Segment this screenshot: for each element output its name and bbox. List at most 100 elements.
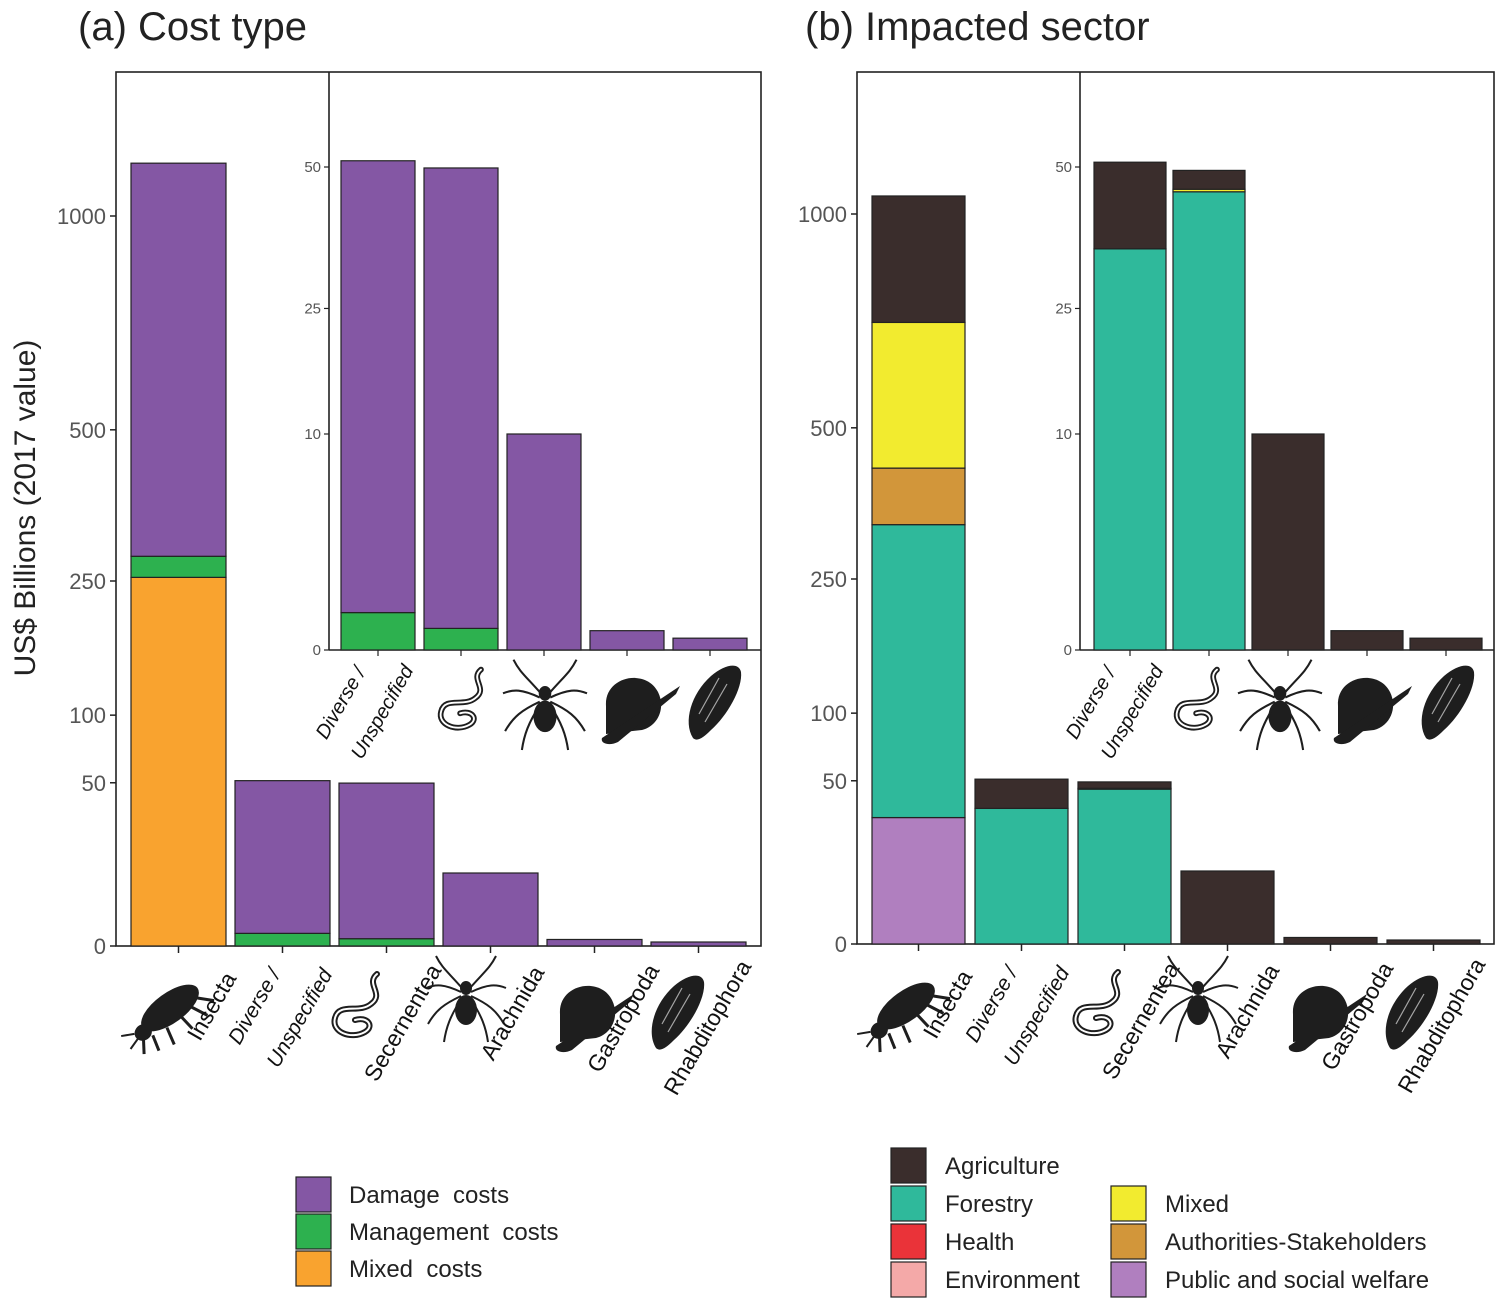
panel-b-category-labels: Insecta Diverse / Unspecified Secernente…: [850, 953, 1490, 1097]
inset-y-tick-label: 50: [1055, 159, 1072, 176]
nematode-icon: [334, 974, 377, 1035]
inset-y-tick-label: 50: [304, 159, 321, 176]
panel-a-title: (a) Cost type: [78, 5, 307, 49]
bar-insecta-mixed-costs: [130, 576, 227, 947]
legend-label-mixed: Mixed: [1165, 1191, 1229, 1218]
legend-impacted-sector: Agriculture Forestry Health Environment Mixe…: [890, 1147, 1429, 1298]
bar-insecta-damage-costs: [130, 162, 227, 557]
bar-arachnida-agriculture: [1180, 870, 1275, 945]
panel-b-frame: [856, 71, 1495, 945]
y-tick-label: 500: [69, 418, 106, 443]
legend-label-authorities-stakeholders: Authorities-Stakeholders: [1165, 1229, 1426, 1256]
bar-secernentea-damage-costs: [338, 782, 435, 940]
bar-diverse-unspecified-forestry: [974, 807, 1069, 945]
legend-label-agriculture: Agriculture: [945, 1153, 1060, 1180]
legend-label-health: Health: [945, 1229, 1014, 1256]
bar-insecta-mixed: [871, 321, 966, 469]
inset-y-tick-label: 0: [1064, 642, 1072, 659]
bar-insecta-agriculture: [871, 195, 966, 324]
cat-label-arachnida-b: Arachnida: [1210, 959, 1284, 1062]
bar-insecta-forestry: [871, 524, 966, 819]
bar-rhabditophora-agriculture: [1386, 939, 1481, 945]
inset-bar-diverse-unspecified-damage-costs: [340, 160, 416, 614]
inset-bar-secernentea-damage-costs: [423, 167, 499, 629]
inset-y-tick-label: 0: [313, 642, 321, 659]
spider-icon: [1236, 658, 1324, 752]
bar-secernentea-agriculture: [1077, 781, 1172, 789]
inset-y-tick-label: 25: [1055, 300, 1072, 317]
inset-b-category-labels: Diverse / Unspecified: [1062, 658, 1475, 763]
panel-b-title: (b) Impacted sector: [805, 5, 1150, 49]
legend-swatch-agriculture: [890, 1147, 927, 1184]
y-axis-label: US$ Billions (2017 value): [9, 340, 42, 677]
bar-diverse-unspecified-damage-costs: [234, 780, 331, 934]
snail-icon: [1333, 677, 1412, 745]
cat-label-arachnida: Arachnida: [475, 961, 549, 1064]
bar-arachnida-damage-costs: [442, 872, 539, 947]
panel-a-category-labels: Insecta Diverse / Unspecified Secernente…: [114, 955, 756, 1099]
y-tick-label: 50: [823, 769, 847, 794]
flatworm-icon: [1421, 664, 1475, 741]
legend-swatch-forestry: [890, 1185, 927, 1222]
spider-icon: [501, 658, 589, 752]
inset-bar-arachnida-agriculture: [1251, 433, 1325, 651]
legend-swatch-authorities-stakeholders: [1110, 1223, 1147, 1260]
legend-label-damage-costs: Damage costs: [349, 1182, 509, 1209]
legend-swatch-public-and-social-welfare: [1110, 1261, 1147, 1298]
bar-insecta-public-and-social-welfare: [871, 816, 966, 945]
inset-bar-secernentea-forestry: [1172, 191, 1246, 651]
inset-bar-rhabditophora-damage-costs: [672, 637, 748, 651]
y-tick-label: 100: [810, 701, 847, 726]
panel-a-frame: [115, 71, 762, 947]
inset-a-category-labels: Diverse / Unspecified: [312, 658, 742, 763]
y-tick-label: 500: [810, 416, 847, 441]
inset-bar-rhabditophora-agriculture: [1409, 637, 1483, 651]
y-tick-label: 250: [810, 567, 847, 592]
bar-gastropoda-damage-costs: [546, 938, 643, 947]
nematode-icon: [1075, 972, 1118, 1033]
legend-label-mixed-costs: Mixed costs: [349, 1256, 482, 1283]
inset-y-tick-label: 10: [1055, 426, 1072, 443]
bar-rhabditophora-damage-costs: [650, 941, 747, 947]
y-tick-label: 1000: [798, 202, 847, 227]
flatworm-icon: [688, 664, 742, 741]
bar-secernentea-forestry: [1077, 788, 1172, 945]
legend-cost-type: Damage costs Management costs Mixed costs: [295, 1176, 558, 1287]
bar-secernentea-management-costs: [338, 938, 435, 947]
y-tick-label: 250: [69, 569, 106, 594]
nematode-icon: [1177, 670, 1217, 728]
inset-bar-diverse-unspecified-management-costs: [340, 611, 416, 651]
y-tick-label: 50: [82, 771, 106, 796]
inset-bar-diverse-unspecified-forestry: [1093, 248, 1167, 651]
inset-y-tick-label: 10: [304, 426, 321, 443]
inset-bar-gastropoda-agriculture: [1330, 630, 1404, 651]
inset-y-tick-label: 25: [304, 300, 321, 317]
legend-swatch-mixed: [1110, 1185, 1147, 1222]
inset-bar-arachnida-damage-costs: [506, 433, 582, 651]
y-tick-label: 0: [94, 934, 106, 959]
y-tick-label: 0: [835, 932, 847, 957]
inset-bar-secernentea-agriculture: [1172, 169, 1246, 190]
bar-gastropoda-agriculture: [1283, 936, 1378, 945]
legend-label-management-costs: Management costs: [349, 1219, 558, 1246]
inset-bar-gastropoda-damage-costs: [589, 630, 665, 651]
legend-swatch-health: [890, 1223, 927, 1260]
panel-a-cost-type: 0 50 100 250 500 1000 0 10 25 50 Insecta Diverse…: [57, 71, 762, 1099]
y-tick-label: 100: [69, 703, 106, 728]
legend-swatch-environment: [890, 1261, 927, 1298]
panel-b-impacted-sector: 0 50 100 250 500 1000 0 10 25 50 Insecta Diverse…: [798, 71, 1495, 1097]
bar-insecta-management-costs: [130, 555, 227, 578]
snail-icon: [601, 677, 680, 745]
legend-label-environment: Environment: [945, 1267, 1080, 1294]
legend-label-forestry: Forestry: [945, 1191, 1033, 1218]
bar-insecta-authorities-stakeholders: [871, 467, 966, 526]
inset-bar-secernentea-management-costs: [423, 627, 499, 651]
legend-swatch-mixed-costs: [295, 1250, 332, 1287]
y-tick-label: 1000: [57, 204, 106, 229]
inset-bar-diverse-unspecified-agriculture: [1093, 161, 1167, 250]
bar-diverse-unspecified-agriculture: [974, 778, 1069, 810]
legend-label-public-and-social-welfare: Public and social welfare: [1165, 1267, 1429, 1294]
legend-swatch-management-costs: [295, 1213, 332, 1250]
legend-swatch-damage-costs: [295, 1176, 332, 1213]
